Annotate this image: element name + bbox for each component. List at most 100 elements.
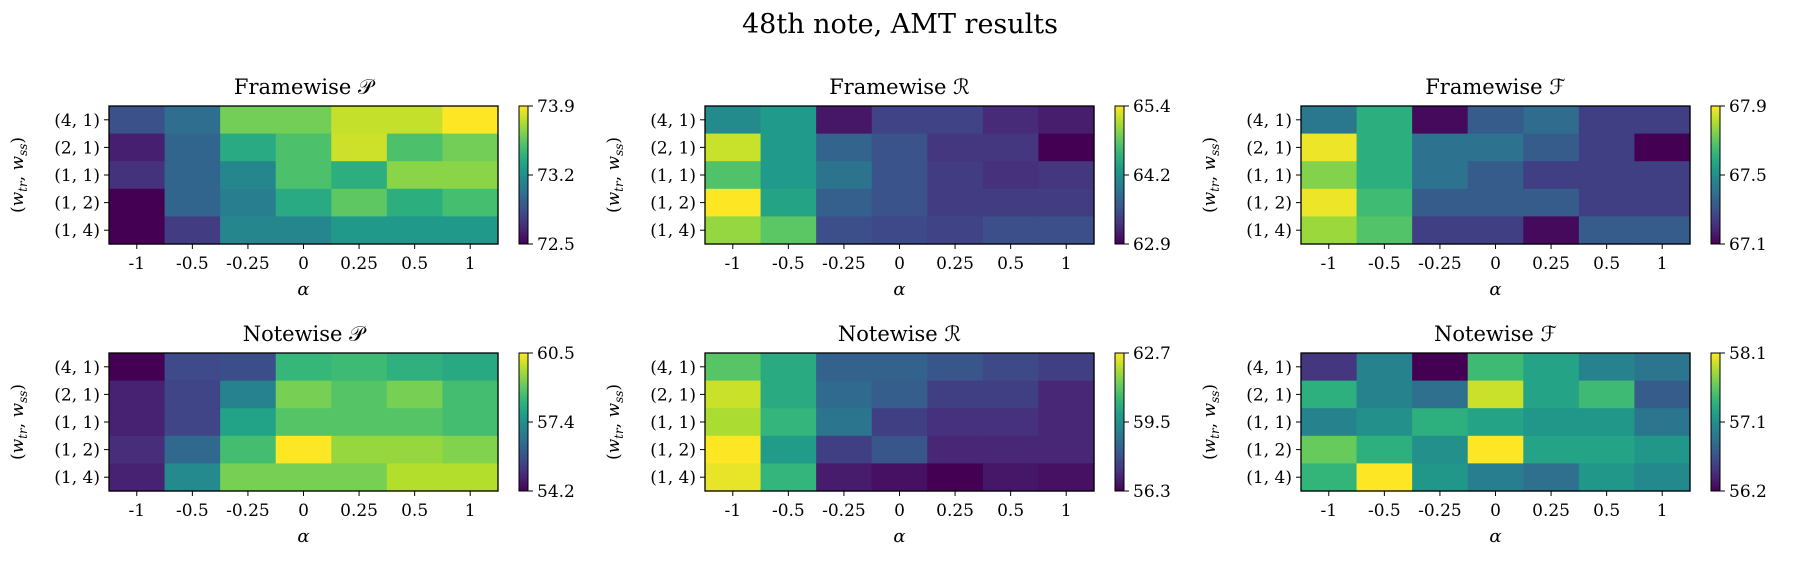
heatmap-cell — [442, 216, 499, 245]
x-tick-label: 0.25 — [340, 254, 378, 274]
heatmap-cell — [386, 408, 444, 437]
y-tick-label: (4, 1) — [1246, 111, 1292, 131]
y-tick-label: (2, 1) — [650, 385, 696, 405]
heatmap-cell — [220, 463, 277, 492]
heatmap-cell — [705, 188, 762, 217]
y-axis-label-part: tr — [1208, 180, 1222, 192]
heatmap-cell — [871, 353, 928, 382]
y-tick-label: (1, 1) — [54, 166, 100, 186]
y-axis-label-part: ss — [1208, 144, 1222, 156]
heatmap-cell — [1412, 435, 1469, 464]
heatmap-cell — [275, 435, 332, 464]
heatmap-cell — [442, 463, 499, 492]
x-tick-label: 0.5 — [401, 501, 428, 521]
y-axis-label-part: ( — [8, 453, 28, 460]
colorbar-tick-label: 67.1 — [1729, 235, 1767, 255]
heatmap-cell — [760, 216, 817, 245]
heatmap-cell — [331, 133, 388, 162]
heatmap-cell — [1356, 380, 1413, 409]
x-tick-label: -0.25 — [822, 254, 866, 274]
heatmap-cell — [927, 463, 984, 492]
heatmap-cell — [1578, 188, 1636, 217]
heatmap-cell — [331, 435, 388, 464]
heatmap-cell — [927, 188, 984, 217]
heatmap-cell — [275, 106, 332, 135]
x-tick-label: 0.5 — [997, 501, 1024, 521]
heatmap-cell — [1038, 133, 1095, 162]
heatmap-cell — [1356, 435, 1413, 464]
heatmap-cell — [1356, 463, 1413, 492]
y-axis-label-part: ) — [8, 384, 28, 391]
y-axis-label-part: , — [8, 417, 28, 428]
y-axis-label-part: tr — [612, 180, 626, 192]
x-axis-label: α — [893, 526, 905, 547]
heatmap-cell — [1412, 408, 1469, 437]
heatmap-cell — [442, 380, 499, 409]
y-axis-label-part: tr — [16, 180, 30, 192]
y-axis-label-part: tr — [1208, 427, 1222, 439]
heatmap-cell — [982, 188, 1040, 217]
heatmap-cell — [1634, 216, 1691, 245]
x-tick-label: 0 — [1490, 501, 1501, 521]
heatmap-cell — [1038, 161, 1095, 190]
heatmap-cell — [1467, 133, 1524, 162]
heatmap-cell — [816, 188, 873, 217]
y-axis-label-part: w — [8, 191, 28, 206]
y-axis-label-part: ) — [604, 137, 624, 144]
y-axis-label-part: w — [604, 155, 624, 170]
heatmap-cell — [109, 380, 166, 409]
heatmap-cell — [705, 216, 762, 245]
x-tick-label: 0.25 — [936, 254, 974, 274]
heatmap-cell — [386, 133, 444, 162]
y-axis-label-part: ( — [1200, 206, 1220, 213]
x-tick-label: -0.5 — [1368, 501, 1401, 521]
heatmap-cell — [1578, 353, 1636, 382]
heatmap-cell — [164, 188, 221, 217]
heatmap-cell — [331, 463, 388, 492]
heatmap-cell — [275, 161, 332, 190]
heatmap-cell — [1412, 353, 1469, 382]
x-tick-label: -0.25 — [226, 501, 270, 521]
heatmap-cell — [760, 380, 817, 409]
y-tick-label: (2, 1) — [54, 385, 100, 405]
heatmap-cell — [220, 106, 277, 135]
heatmap-cell — [109, 106, 166, 135]
heatmap-cell — [1467, 463, 1524, 492]
heatmap-cell — [705, 380, 762, 409]
heatmap-cell — [1634, 106, 1691, 135]
heatmap-cell — [1578, 161, 1636, 190]
heatmap-panel-6: Notewise ℱ -1 -0.5 -0.25 0 0.25 0.5 1 (4, 1) (2, … — [1200, 322, 1767, 547]
colorbar-tick-label: 73.9 — [537, 97, 575, 117]
colorbar-tick-label: 57.4 — [537, 413, 575, 433]
heatmap-cell — [1634, 463, 1691, 492]
heatmap-cell — [1467, 106, 1524, 135]
x-tick-label: -0.5 — [176, 501, 209, 521]
colorbar-tick-label: 57.1 — [1729, 413, 1767, 433]
y-tick-label: (4, 1) — [54, 358, 100, 378]
heatmap-cell — [442, 133, 499, 162]
heatmap-cell — [982, 161, 1040, 190]
heatmap-cell — [386, 188, 444, 217]
y-axis-label-part: w — [604, 402, 624, 417]
heatmap-cell — [816, 106, 873, 135]
heatmap-cell — [109, 216, 166, 245]
heatmap-cell — [1356, 133, 1413, 162]
x-tick-label: -0.5 — [176, 254, 209, 274]
heatmap-cell — [1467, 353, 1524, 382]
heatmap-cell — [816, 380, 873, 409]
colorbar-tick-label: 62.7 — [1133, 344, 1171, 364]
x-tick-label: -0.5 — [772, 254, 805, 274]
heatmap-cell — [871, 216, 928, 245]
y-tick-label: (1, 4) — [54, 221, 100, 241]
heatmap-cell — [816, 133, 873, 162]
y-axis-label: (wtr, wss) — [604, 137, 626, 213]
x-tick-label: 0.25 — [340, 501, 378, 521]
y-axis-label-part: ss — [612, 144, 626, 156]
colorbar — [1710, 352, 1721, 492]
heatmap-cell — [331, 106, 388, 135]
x-tick-label: 0.25 — [1532, 501, 1570, 521]
x-tick-label: -1 — [129, 501, 146, 521]
y-tick-label: (2, 1) — [650, 138, 696, 158]
heatmap-cell — [1467, 408, 1524, 437]
heatmap-cell — [1634, 133, 1691, 162]
